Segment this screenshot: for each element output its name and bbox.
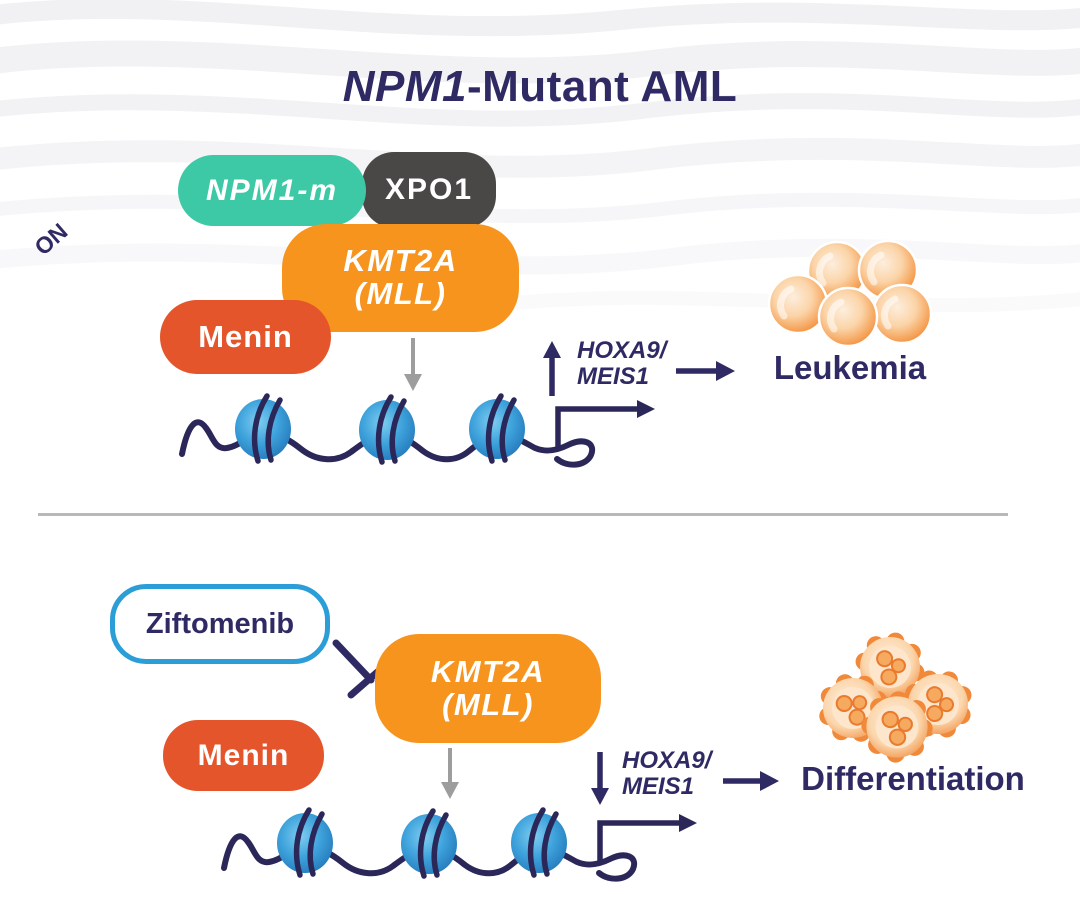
gray-down-arrow-bottom-icon — [441, 748, 459, 799]
title-suffix: -Mutant AML — [467, 62, 738, 111]
title-gene-name: NPM1 — [342, 62, 467, 111]
ziftomenib-pill: Ziftomenib — [110, 584, 330, 664]
right-arrow-bottom-icon — [723, 771, 779, 791]
chromatin-top-illustration — [182, 396, 655, 465]
target-genes-bottom-line1: HOXA9/ — [622, 747, 712, 774]
kmt2a-top-line1: KMT2A — [343, 243, 458, 279]
kmt2a-bottom-line1: KMT2A — [430, 653, 546, 689]
target-genes-label-top: HOXA9/ MEIS1 — [577, 338, 666, 390]
leukemia-label: Leukemia — [773, 349, 927, 386]
diagram-title: NPM1-Mutant AML — [0, 62, 1080, 112]
gray-down-arrow-top-icon — [404, 338, 422, 391]
target-genes-label-bottom: HOXA9/ MEIS1 — [622, 748, 711, 800]
right-arrow-top-icon — [676, 361, 735, 381]
leukemia-cells-illustration — [769, 241, 931, 346]
target-genes-top-line2: MEIS1 — [577, 363, 650, 390]
chromatin-bottom-illustration — [224, 810, 697, 879]
kmt2a-top-line2: (MLL) — [354, 276, 447, 311]
menin-pill-top: Menin — [160, 300, 331, 374]
panel-divider — [38, 513, 1008, 516]
target-genes-top-line1: HOXA9/ — [577, 337, 667, 364]
kmt2a-pill-bottom: KMT2A (MLL) — [375, 634, 601, 743]
kmt2a-bottom-line2: (MLL) — [442, 686, 534, 722]
differentiation-label: Differentiation — [801, 760, 1025, 797]
ziftomenib-label: Ziftomenib — [145, 607, 295, 640]
menin-pill-bottom: Menin — [163, 720, 324, 791]
xpo1-pill: XPO1 — [362, 152, 496, 228]
transcription-down-arrow-icon — [591, 752, 609, 805]
transcription-up-arrow-icon — [543, 341, 561, 396]
differentiated-cells-illustration — [807, 624, 986, 766]
npm1-mutant-pill: NPM1-m — [178, 155, 366, 226]
target-genes-bottom-line2: MEIS1 — [622, 773, 695, 800]
